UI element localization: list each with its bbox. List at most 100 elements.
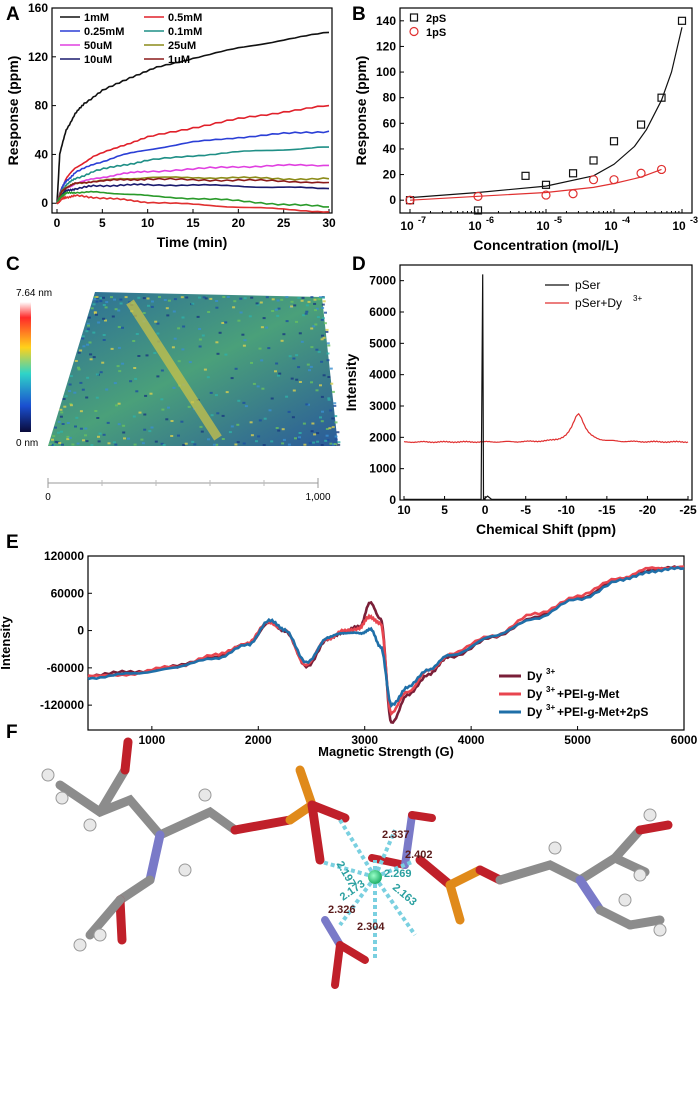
afm-speckle: [268, 409, 272, 412]
a-series-line: [56, 104, 330, 205]
afm-speckle: [94, 313, 98, 316]
afm-speckle: [320, 420, 324, 423]
afm-speckle: [86, 328, 90, 331]
a-series-line: [56, 190, 329, 208]
afm-speckle: [291, 416, 295, 419]
afm-speckle: [58, 442, 62, 444]
afm-speckle: [198, 328, 202, 330]
afm-speckle: [142, 297, 146, 300]
afm-speckle: [81, 337, 85, 340]
a-legend-label: 50uM: [84, 40, 112, 52]
afm-speckle: [48, 443, 52, 446]
afm-speckle: [330, 382, 334, 385]
afm-speckle: [222, 296, 226, 298]
afm-speckle: [334, 421, 338, 424]
afm-speckle: [318, 296, 322, 299]
afm-speckle: [138, 411, 142, 414]
b-y-axis-label: Response (ppm): [353, 56, 369, 166]
afm-speckle: [302, 314, 306, 317]
afm-speckle: [203, 368, 207, 371]
afm-speckle: [221, 438, 225, 440]
afm-speckle: [56, 441, 60, 444]
afm-speckle: [232, 306, 236, 309]
e-x-tick-label: 6000: [671, 733, 698, 747]
afm-speckle: [277, 307, 281, 310]
panel-label-d: D: [352, 254, 366, 275]
afm-speckle: [262, 444, 266, 446]
afm-speckle: [140, 438, 144, 441]
afm-speckle: [102, 304, 106, 306]
afm-speckle: [121, 362, 125, 365]
afm-speckle: [298, 436, 301, 439]
afm-speckle: [79, 410, 83, 413]
afm-speckle: [95, 296, 99, 298]
bond-length: 2.326: [328, 904, 356, 916]
afm-speckle: [329, 409, 333, 412]
afm-speckle: [135, 390, 139, 393]
afm-speckle: [242, 442, 246, 445]
afm-speckle: [310, 381, 313, 384]
afm-speckle: [127, 437, 130, 440]
afm-speckle: [297, 297, 301, 299]
a-x-tick-label: 15: [186, 216, 200, 230]
b-y-tick-label: 100: [376, 65, 396, 79]
afm-speckle: [224, 321, 228, 324]
afm-speckle: [167, 406, 170, 409]
b-data-point: [657, 93, 666, 102]
afm-speckle: [244, 405, 248, 408]
afm-speckle: [93, 298, 97, 301]
afm-speckle: [325, 428, 329, 430]
afm-speckle: [307, 300, 311, 303]
afm-speckle: [300, 340, 304, 343]
afm-speckle: [314, 309, 317, 312]
afm-speckle: [110, 296, 113, 299]
a-x-tick-label: 25: [277, 216, 291, 230]
panel-label-c: C: [6, 254, 20, 275]
e-x-tick-label: 5000: [564, 733, 591, 747]
panel-label-e: E: [6, 532, 19, 553]
afm-speckle: [221, 322, 225, 324]
afm-speckle: [77, 366, 80, 369]
afm-speckle: [144, 394, 148, 397]
afm-speckle: [294, 437, 297, 440]
afm-speckle: [117, 423, 121, 426]
afm-speckle: [326, 342, 330, 345]
afm-speckle: [214, 394, 218, 397]
b-x-tick-exponent: -5: [554, 215, 562, 225]
afm-speckle: [141, 442, 145, 445]
bond-length: 2.402: [405, 849, 433, 861]
d-x-tick-label: -25: [679, 503, 697, 517]
afm-speckle: [285, 395, 289, 398]
afm-speckle: [297, 437, 301, 440]
afm-speckle: [321, 334, 324, 337]
afm-speckle: [230, 377, 234, 380]
a-x-tick-label: 20: [232, 216, 246, 230]
afm-speckle: [69, 375, 73, 378]
afm-speckle: [181, 316, 185, 319]
afm-speckle: [243, 297, 247, 300]
afm-speckle: [105, 301, 109, 304]
afm-speckle: [162, 444, 166, 446]
afm-speckle: [320, 318, 324, 321]
afm-speckle: [146, 297, 150, 300]
afm-speckle: [182, 325, 186, 328]
d-legend-label: pSer: [575, 278, 600, 292]
a-x-axis-label: Time (min): [157, 234, 228, 250]
b-x-tick-label: 10: [400, 219, 414, 233]
afm-speckle: [312, 325, 316, 328]
e-legend-label: Dy: [527, 669, 543, 683]
afm-speckle: [96, 417, 100, 419]
a-y-tick-label: 0: [41, 196, 48, 210]
a-y-tick-label: 80: [35, 99, 49, 113]
afm-speckle: [93, 312, 97, 315]
afm-speckle: [79, 381, 83, 384]
afm-speckle: [117, 309, 121, 312]
afm-speckle: [119, 302, 123, 305]
afm-speckle: [248, 315, 252, 318]
a-y-axis-label: Response (ppm): [5, 56, 21, 166]
afm-speckle: [172, 386, 176, 389]
afm-speckle: [322, 300, 326, 303]
d-y-tick-label: 1000: [369, 462, 396, 476]
afm-speckle: [334, 415, 338, 418]
afm-speckle: [145, 354, 149, 357]
